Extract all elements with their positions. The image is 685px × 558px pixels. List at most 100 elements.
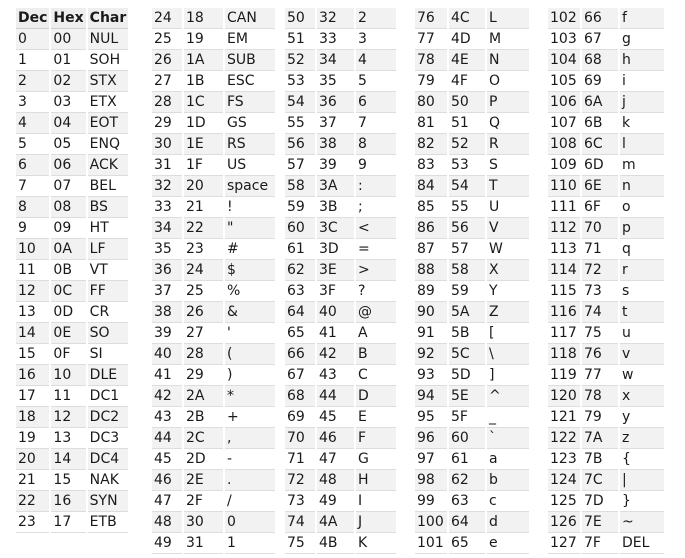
char-value: K [356,533,396,554]
char-value: } [620,491,664,512]
dec-value: 26 [152,50,182,71]
table-row: 126 7E ~ [548,512,664,533]
char-value: Y [487,281,529,302]
char-value: % [225,281,275,302]
char-value: NUL [87,29,129,50]
char-value: C [356,365,396,386]
hex-value: 02 [51,71,86,92]
hex-value: 45 [317,407,354,428]
char-value: V [487,218,529,239]
dec-value: 67 [285,365,315,386]
char-value: X [487,260,529,281]
char-value: E [356,407,396,428]
hex-value: 31 [184,533,223,554]
char-value: BEL [87,176,129,197]
table-row: 113 71 q [548,239,664,260]
dec-value: 12 [16,281,50,302]
char-value: LF [87,239,129,260]
dec-value: 109 [548,155,580,176]
hex-value: 3A [317,176,354,197]
hex-value: 3E [317,260,354,281]
table-row: 49 31 1 [152,533,275,554]
char-value: $ [225,260,275,281]
hex-value: 4C [449,8,485,29]
hex-value: 40 [317,302,354,323]
dec-value: 34 [152,218,182,239]
table-row: 83 53 S [415,155,529,176]
hex-value: 3D [317,239,354,260]
hex-value: 58 [449,260,485,281]
dec-value: 127 [548,533,580,554]
char-value: EOT [87,113,129,134]
char-value: DC3 [87,428,129,449]
dec-value: 116 [548,302,580,323]
header-row: Dec Hex Char [16,8,129,29]
dec-value: 56 [285,134,315,155]
dec-value: 92 [415,344,447,365]
dec-value: 5 [16,134,50,155]
char-value: | [620,470,664,491]
char-value: ! [225,197,275,218]
char-value: ENQ [87,134,129,155]
char-value: q [620,239,664,260]
table-row: 98 62 b [415,470,529,491]
dec-value: 85 [415,197,447,218]
table-row: 119 77 w [548,365,664,386]
dec-value: 16 [16,365,50,386]
table-row: 97 61 a [415,449,529,470]
hex-value: 7F [582,533,618,554]
dec-value: 98 [415,470,447,491]
dec-value: 29 [152,113,182,134]
char-value: ^ [487,386,529,407]
char-value: STX [87,71,129,92]
char-value: G [356,449,396,470]
table-row: 28 1C FS [152,92,275,113]
table-row: 48 30 0 [152,512,275,533]
dec-value: 28 [152,92,182,113]
char-value: # [225,239,275,260]
table-row: 105 69 i [548,71,664,92]
hex-value: 2C [184,428,223,449]
char-value: a [487,449,529,470]
hex-value: 0D [51,302,86,323]
dec-value: 38 [152,302,182,323]
char-value: B [356,344,396,365]
dec-value: 36 [152,260,182,281]
table-row: 53 35 5 [285,71,396,92]
dec-value: 32 [152,176,182,197]
dec-value: 65 [285,323,315,344]
char-value: GS [225,113,275,134]
char-value: @ [356,302,396,323]
char-value: r [620,260,664,281]
dec-value: 9 [16,218,50,239]
table-row: 107 6B k [548,113,664,134]
dec-value: 121 [548,407,580,428]
dec-value: 7 [16,176,50,197]
dec-value: 14 [16,323,50,344]
char-value: * [225,386,275,407]
char-value: 3 [356,29,396,50]
hex-value: 48 [317,470,354,491]
table-row: 34 22 " [152,218,275,239]
table-row: 24 18 CAN [152,8,275,29]
dec-value: 18 [16,407,50,428]
table-row: 118 76 v [548,344,664,365]
table-row: 15 0F SI [16,344,129,365]
table-row: 101 65 e [415,533,529,554]
table-row: 59 3B; [285,197,396,218]
dec-value: 89 [415,281,447,302]
char-value: k [620,113,664,134]
hex-value: 39 [317,155,354,176]
char-value: ~ [620,512,664,533]
dec-value: 13 [16,302,50,323]
char-value: US [225,155,275,176]
dec-value: 93 [415,365,447,386]
hex-value: 64 [449,512,485,533]
table-row: 43 2B + [152,407,275,428]
dec-value: 113 [548,239,580,260]
table-row: 27 1B ESC [152,71,275,92]
hex-value: 0B [51,260,86,281]
char-value: L [487,8,529,29]
table-row: 44 2C, [152,428,275,449]
